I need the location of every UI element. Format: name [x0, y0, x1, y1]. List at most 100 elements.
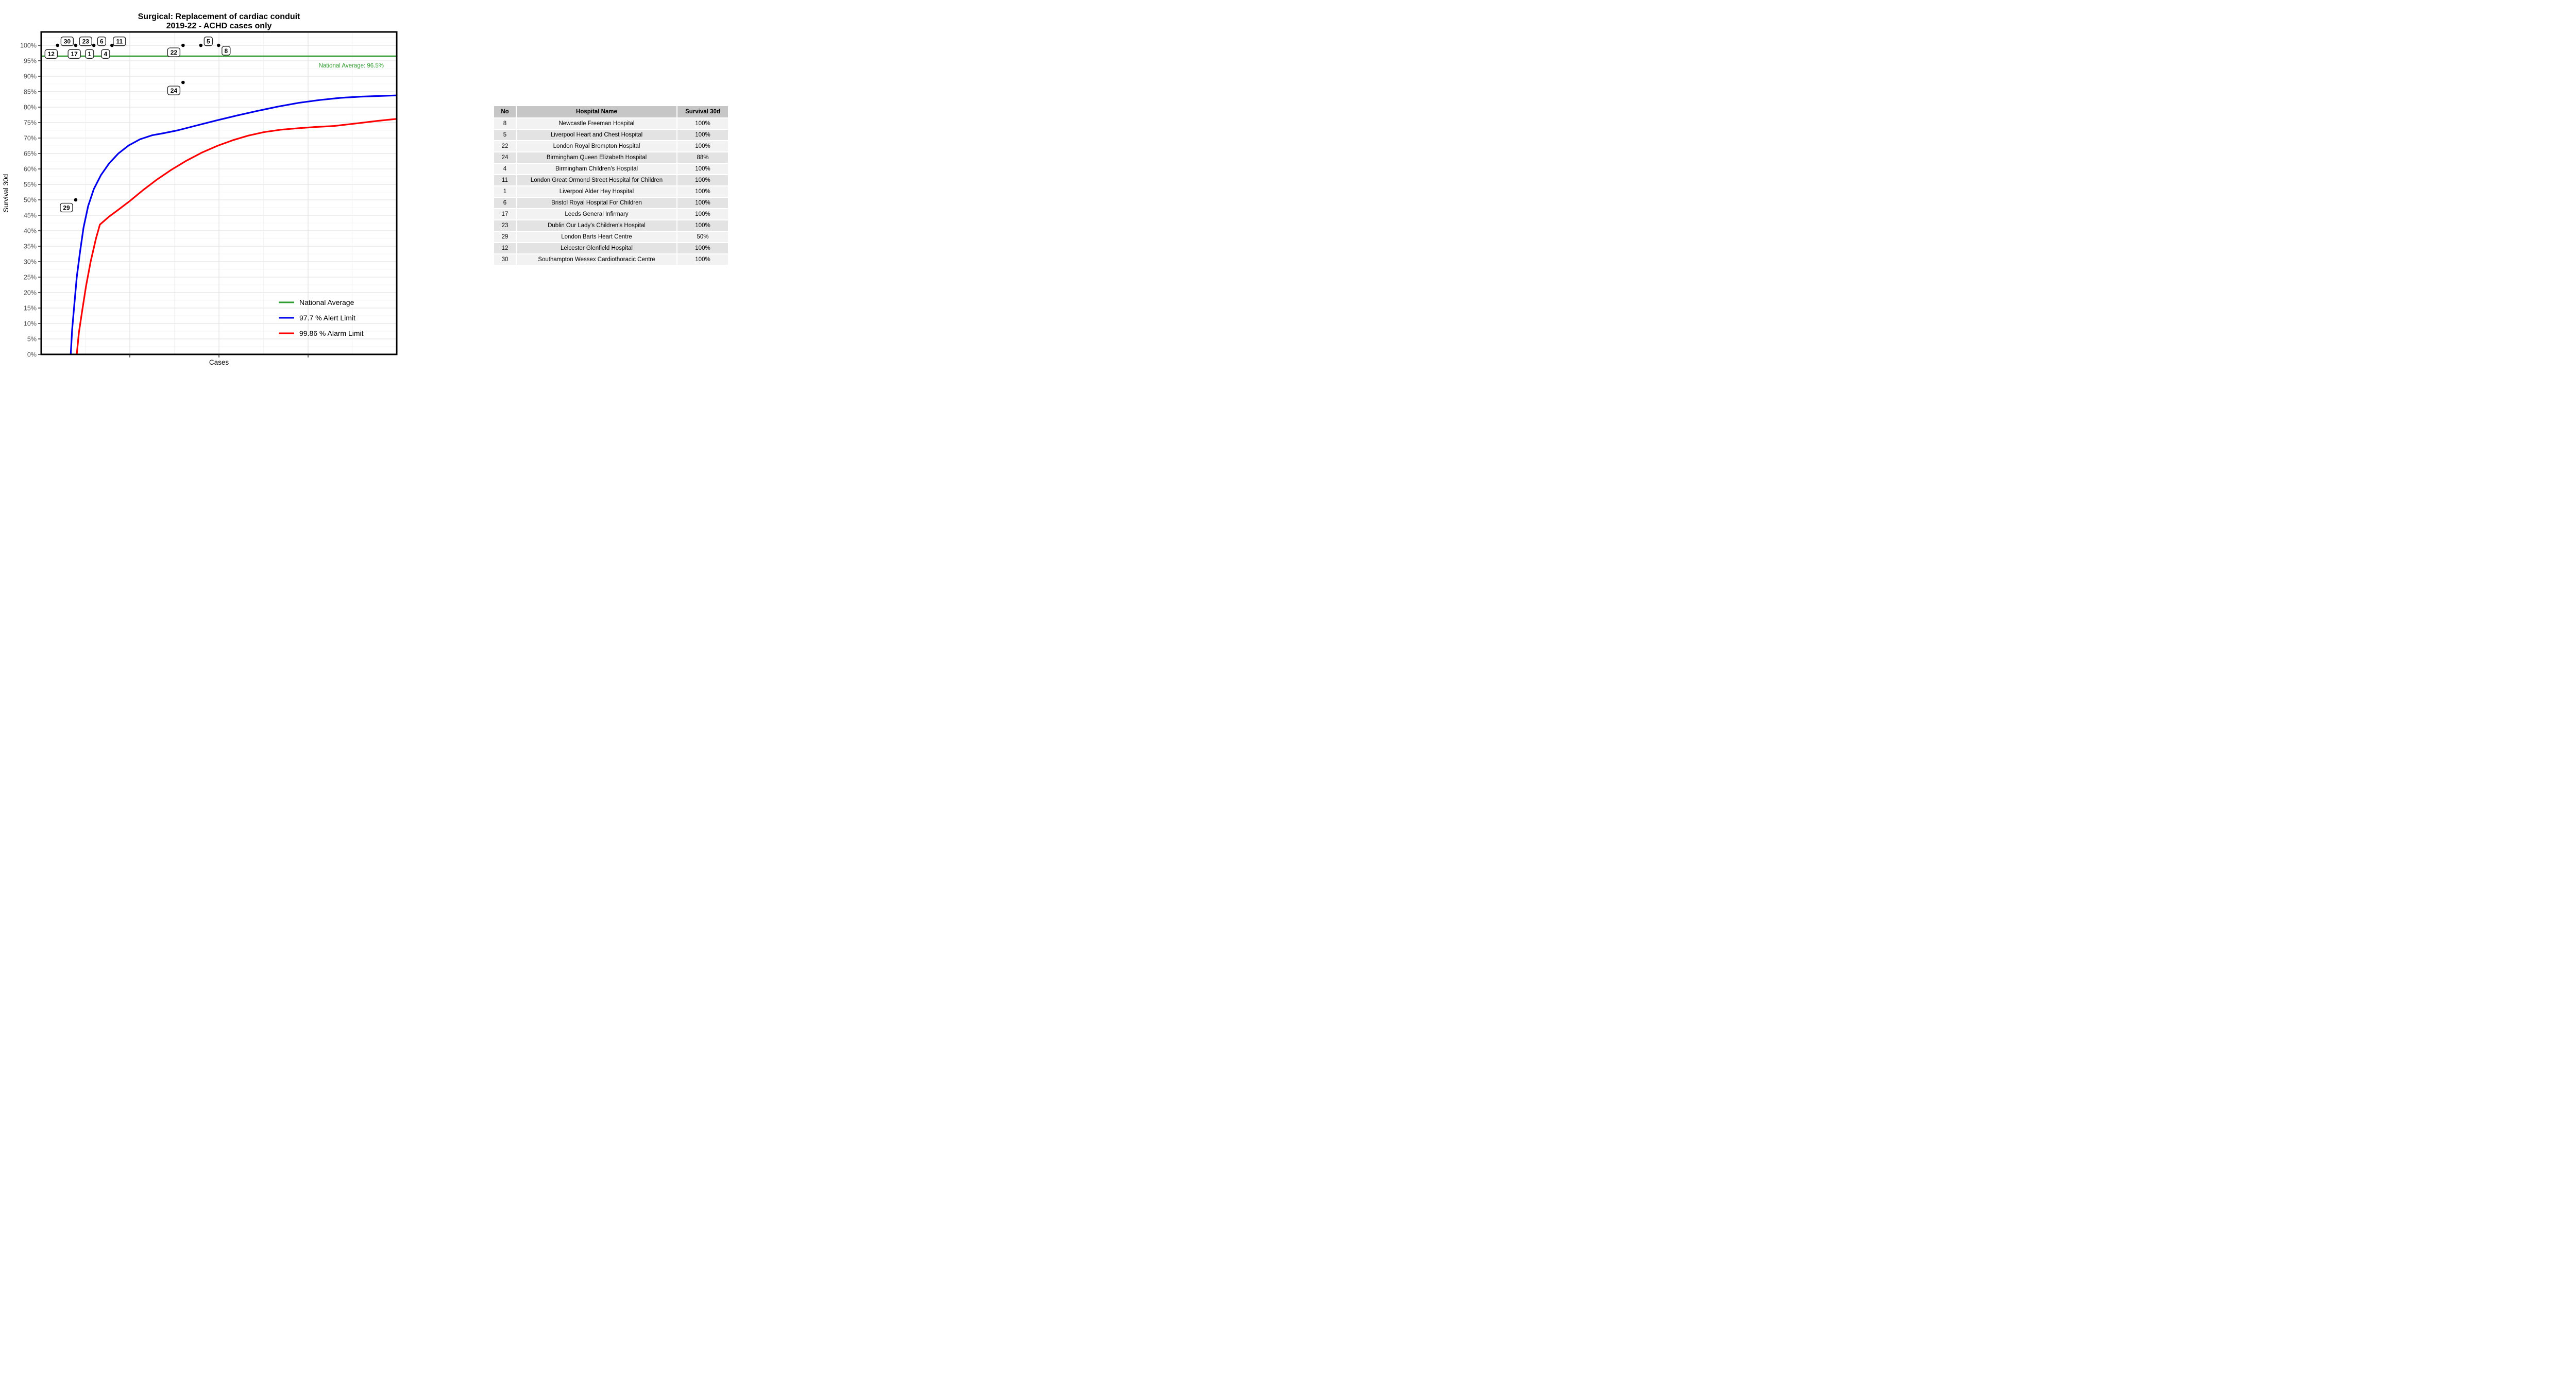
table-row: 12 Leicester Glenfield Hospital 100%	[494, 243, 728, 253]
chart-title-line1: Surgical: Replacement of cardiac conduit	[138, 12, 300, 21]
table-cell-col-name: Liverpool Heart and Chest Hospital	[517, 130, 676, 140]
legend-label: 99.86 % Alarm Limit	[299, 329, 364, 337]
table-row: 30 Southampton Wessex Cardiothoracic Cent…	[494, 254, 728, 265]
y-axis-label: Survival 30d	[2, 174, 10, 212]
hospital-label-box	[113, 37, 126, 46]
table-header-col-surv: Survival 30d	[677, 106, 728, 117]
hospital-label-box	[60, 37, 74, 46]
table-cell-col-no: 8	[494, 118, 516, 129]
table-cell-col-name: London Great Ormond Street Hospital for …	[517, 175, 676, 185]
hospital-label-box	[101, 49, 110, 59]
hospital-point	[217, 43, 221, 47]
y-tick-label: 40%	[24, 227, 37, 234]
table-cell-col-surv: 100%	[677, 164, 728, 174]
hospital-label-text: 6	[100, 38, 104, 45]
hospital-point	[110, 43, 114, 47]
table-row: 11 London Great Ormond Street Hospital fo…	[494, 175, 728, 185]
hospital-label-text: 5	[207, 38, 210, 45]
hospital-label-box	[167, 47, 181, 57]
hospital-label-text: 12	[48, 50, 55, 58]
curve-layer	[41, 55, 397, 354]
alarm-limit-curve	[76, 118, 397, 354]
alert-limit-curve	[70, 94, 397, 354]
table-row: 24 Birmingham Queen Elizabeth Hospital 88%	[494, 152, 728, 163]
y-tick-label: 5%	[27, 335, 37, 343]
x-axis-label: Cases	[209, 359, 229, 366]
y-tick-label: 85%	[24, 88, 37, 95]
hospital-point-layer: 30 23 6 11 12 17 1 4 22 5 8 24 29	[44, 37, 231, 213]
table-header-row: No Hospital Name Survival 30d	[494, 106, 728, 117]
table-cell-col-name: Southampton Wessex Cardiothoracic Centre	[517, 254, 676, 265]
legend-label: 97.7 % Alert Limit	[299, 314, 355, 322]
national-average-annotation: National Average: 96.5%	[319, 63, 384, 69]
y-tick-label: 30%	[24, 258, 37, 265]
table-cell-col-name: Bristol Royal Hospital For Children	[517, 198, 676, 208]
table-row: 23 Dublin Our Lady's Children's Hospital 1…	[494, 220, 728, 231]
hospital-point	[199, 43, 203, 47]
table-cell-col-surv: 100%	[677, 209, 728, 219]
table-cell-col-surv: 100%	[677, 198, 728, 208]
screenshot-stage: 0% 5% 10% 15% 20% 25% 30% 35% 40% 45% 50% 55% 60% 65%…	[0, 0, 808, 371]
y-tick-label: 0%	[27, 351, 37, 358]
table-cell-col-surv: 100%	[677, 220, 728, 231]
grid-layer	[41, 32, 397, 355]
table-cell-col-surv: 88%	[677, 152, 728, 163]
hospital-label-text: 29	[63, 204, 70, 211]
y-tick-label: 55%	[24, 181, 37, 188]
table-cell-col-name: London Barts Heart Centre	[517, 232, 676, 242]
hospital-table-container: No Hospital Name Survival 30d 8 Newcastle F…	[493, 105, 729, 266]
table-cell-col-surv: 50%	[677, 232, 728, 242]
table-cell-col-no: 24	[494, 152, 516, 163]
table-cell-col-no: 11	[494, 175, 516, 185]
table-header-col-no: No	[494, 106, 516, 117]
y-tick-label: 95%	[24, 57, 37, 64]
table-cell-col-name: Dublin Our Lady's Children's Hospital	[517, 220, 676, 231]
y-tick-label: 70%	[24, 134, 37, 142]
table-cell-col-name: Leeds General Infirmary	[517, 209, 676, 219]
y-tick-label: 75%	[24, 119, 37, 126]
y-tick-label: 35%	[24, 243, 37, 250]
table-row: 29 London Barts Heart Centre 50%	[494, 232, 728, 242]
table-row: 22 London Royal Brompton Hospital 100%	[494, 141, 728, 151]
hospital-label-text: 17	[71, 50, 78, 58]
hospital-label-text: 22	[171, 49, 178, 56]
table-row: 6 Bristol Royal Hospital For Children 100%	[494, 198, 728, 208]
y-tick-label: 80%	[24, 104, 37, 111]
table-cell-col-surv: 100%	[677, 186, 728, 197]
table-cell-col-name: Newcastle Freeman Hospital	[517, 118, 676, 129]
hospital-point	[74, 198, 78, 202]
table-header-col-name: Hospital Name	[517, 106, 676, 117]
hospital-label-text: 24	[171, 87, 178, 94]
table-cell-col-no: 4	[494, 164, 516, 174]
table-cell-col-surv: 100%	[677, 254, 728, 265]
hospital-label-box	[97, 37, 106, 46]
hospital-survival-table: No Hospital Name Survival 30d 8 Newcastle F…	[493, 105, 729, 266]
chart-legend: National Average 97.7 % Alert Limit 99.86 …	[279, 298, 364, 337]
table-cell-col-surv: 100%	[677, 175, 728, 185]
hospital-point	[56, 43, 60, 47]
y-tick-label: 45%	[24, 212, 37, 219]
hospital-label-text: 8	[224, 47, 228, 55]
y-tick-label: 90%	[24, 73, 37, 80]
y-tick-label: 10%	[24, 320, 37, 327]
hospital-label-box	[204, 37, 213, 46]
table-row: 17 Leeds General Infirmary 100%	[494, 209, 728, 219]
table-cell-col-no: 5	[494, 130, 516, 140]
y-tick-label: 20%	[24, 289, 37, 296]
table-row: 1 Liverpool Alder Hey Hospital 100%	[494, 186, 728, 197]
survival-funnel-chart: 0% 5% 10% 15% 20% 25% 30% 35% 40% 45% 50% 55% 60% 65%…	[2, 12, 398, 366]
table-cell-col-surv: 100%	[677, 243, 728, 253]
hospital-label-box	[167, 86, 181, 95]
chart-title-line2: 2019-22 - ACHD cases only	[166, 22, 272, 30]
table-cell-col-surv: 100%	[677, 141, 728, 151]
hospital-point	[92, 43, 96, 47]
hospital-label-text: 11	[116, 38, 123, 45]
table-row: 5 Liverpool Heart and Chest Hospital 100%	[494, 130, 728, 140]
hospital-point	[181, 43, 185, 47]
hospital-label-box	[79, 37, 92, 46]
hospital-label-text: 23	[82, 38, 90, 45]
table-cell-col-no: 1	[494, 186, 516, 197]
y-tick-label: 15%	[24, 304, 37, 312]
plot-frame: 0% 5% 10% 15% 20% 25% 30% 35% 40% 45% 50% 55% 60% 65%…	[20, 31, 398, 358]
legend-label: National Average	[299, 298, 354, 306]
